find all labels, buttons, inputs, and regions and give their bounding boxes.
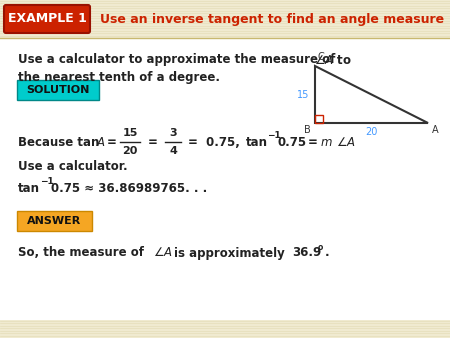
Text: B: B (304, 125, 311, 135)
Text: tan: tan (18, 183, 40, 195)
Text: 15: 15 (122, 128, 138, 138)
Text: ANSWER: ANSWER (27, 216, 81, 226)
Text: C: C (318, 52, 325, 62)
Bar (0, 320, 450, 338)
Text: is approximately: is approximately (174, 246, 285, 260)
Text: 36.9: 36.9 (292, 246, 321, 260)
Text: Use an inverse tangent to find an angle measure: Use an inverse tangent to find an angle … (100, 13, 444, 25)
Text: Use a calculator to approximate the measure of: Use a calculator to approximate the meas… (18, 53, 335, 67)
Text: 3: 3 (169, 128, 177, 138)
Text: So, the measure of: So, the measure of (18, 246, 144, 260)
FancyBboxPatch shape (4, 5, 90, 33)
Text: A: A (432, 125, 439, 135)
Bar (315, 115, 323, 123)
Text: o: o (318, 243, 324, 252)
Text: 20: 20 (122, 146, 138, 156)
Text: $\angle A$ to: $\angle A$ to (314, 53, 352, 67)
Text: 0.75: 0.75 (277, 136, 306, 148)
Text: 0.75 ≈ 36.86989765. . .: 0.75 ≈ 36.86989765. . . (51, 183, 207, 195)
Text: $\angle A$: $\angle A$ (336, 136, 356, 148)
Text: 4: 4 (169, 146, 177, 156)
Text: $A$: $A$ (96, 136, 106, 148)
Text: −1: −1 (267, 130, 281, 140)
Text: =: = (148, 136, 158, 148)
Text: 20: 20 (365, 127, 378, 137)
Text: $\angle A$: $\angle A$ (153, 246, 173, 260)
Text: 15: 15 (297, 90, 309, 99)
Text: Because tan: Because tan (18, 136, 99, 148)
Text: −1: −1 (40, 177, 54, 187)
Text: =: = (308, 136, 318, 148)
Text: tan: tan (246, 136, 268, 148)
Text: =  0.75,: = 0.75, (188, 136, 240, 148)
FancyBboxPatch shape (17, 80, 99, 100)
Bar (0, 38, 450, 338)
Text: the nearest tenth of a degree.: the nearest tenth of a degree. (18, 71, 220, 83)
FancyBboxPatch shape (17, 211, 92, 231)
Text: $m$: $m$ (320, 136, 333, 148)
Text: Use a calculator.: Use a calculator. (18, 161, 128, 173)
Text: EXAMPLE 1: EXAMPLE 1 (8, 13, 86, 25)
Text: =: = (107, 136, 117, 148)
Bar (0, 0, 450, 38)
Text: .: . (325, 246, 329, 260)
Text: SOLUTION: SOLUTION (26, 85, 90, 95)
